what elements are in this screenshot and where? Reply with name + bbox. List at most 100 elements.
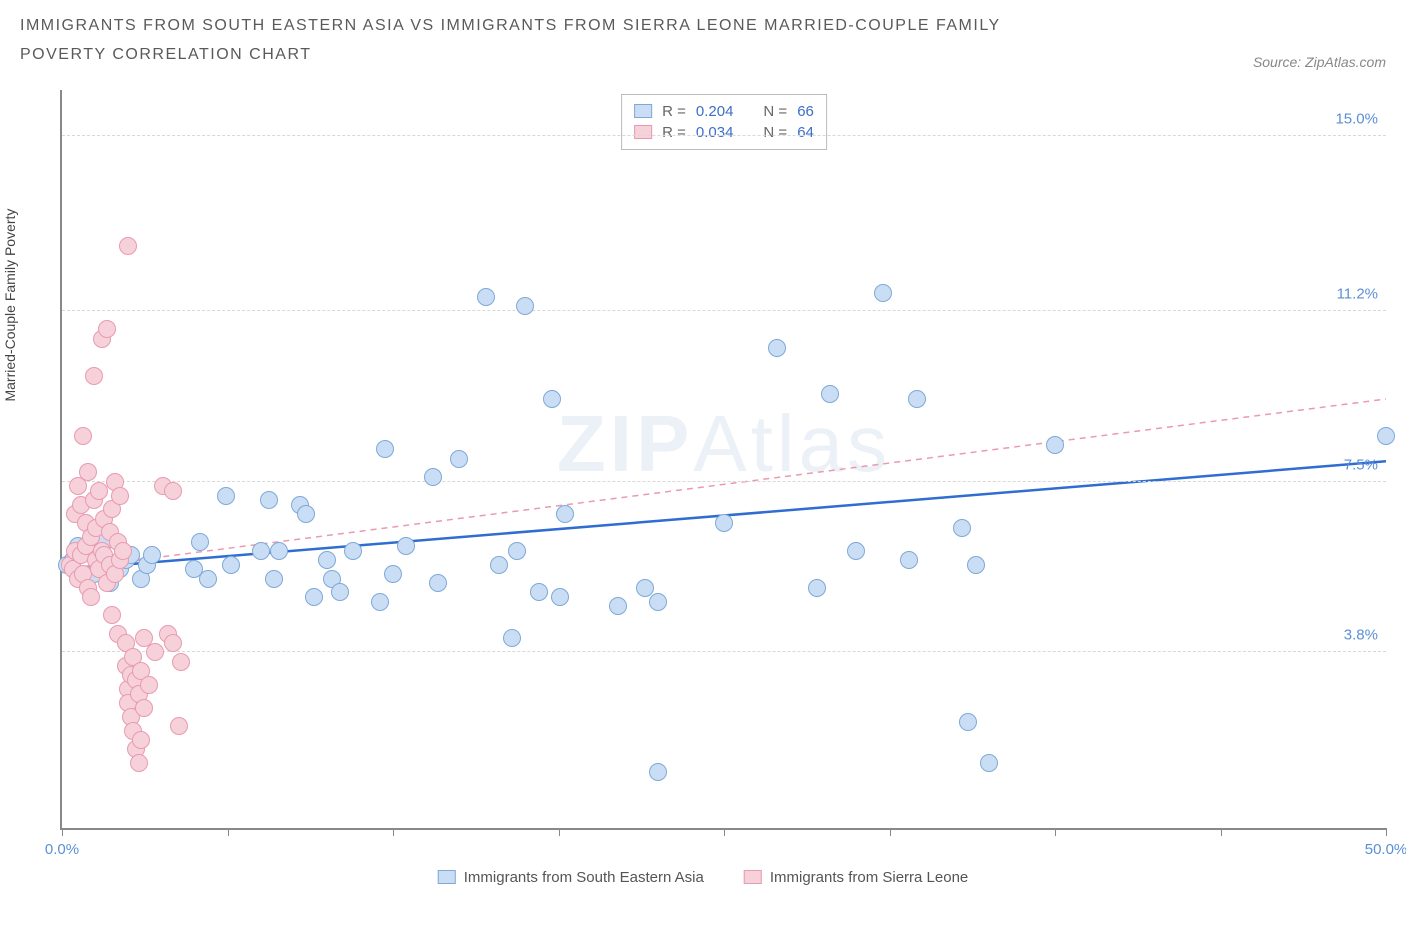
data-point-sea: [768, 339, 786, 357]
gridline-h: [62, 310, 1386, 311]
data-point-sea: [980, 754, 998, 772]
r-value: 0.204: [696, 103, 734, 120]
y-tick-label: 3.8%: [1344, 627, 1378, 644]
data-point-sea: [847, 542, 865, 560]
chart-title: IMMIGRANTS FROM SOUTH EASTERN ASIA VS IM…: [20, 12, 1020, 70]
data-point-sl: [130, 754, 148, 772]
x-tick: [724, 828, 725, 836]
data-point-sea: [900, 551, 918, 569]
data-point-sea: [318, 551, 336, 569]
legend-swatch: [744, 870, 762, 884]
data-point-sea: [429, 574, 447, 592]
data-point-sea: [543, 390, 561, 408]
trend-line-sl-dashed: [141, 399, 1386, 559]
data-point-sea: [715, 514, 733, 532]
data-point-sl: [119, 237, 137, 255]
data-point-sea: [424, 468, 442, 486]
watermark: ZIPAtlas: [557, 398, 891, 490]
data-point-sea: [305, 588, 323, 606]
data-point-sl: [79, 463, 97, 481]
data-point-sl: [164, 482, 182, 500]
y-tick-label: 15.0%: [1335, 110, 1378, 127]
data-point-sea: [477, 288, 495, 306]
legend-swatch: [634, 104, 652, 118]
legend-label: Immigrants from South Eastern Asia: [464, 869, 704, 886]
legend-item-sl: Immigrants from Sierra Leone: [744, 869, 968, 886]
data-point-sea: [808, 579, 826, 597]
data-point-sl: [114, 542, 132, 560]
data-point-sl: [98, 320, 116, 338]
y-tick-label: 11.2%: [1337, 286, 1378, 303]
x-tick: [1386, 828, 1387, 836]
data-point-sea: [508, 542, 526, 560]
x-tick: [1221, 828, 1222, 836]
data-point-sea: [344, 542, 362, 560]
data-point-sea: [1046, 436, 1064, 454]
stats-legend: R = 0.204 N = 66 R = 0.034 N = 64: [621, 94, 827, 150]
data-point-sea: [649, 593, 667, 611]
data-point-sea: [371, 593, 389, 611]
data-point-sea: [260, 491, 278, 509]
watermark-bold: ZIP: [557, 399, 693, 488]
source-attribution: Source: ZipAtlas.com: [1253, 54, 1386, 70]
data-point-sl: [90, 482, 108, 500]
n-label: N =: [763, 124, 787, 141]
y-tick-label: 7.5%: [1344, 456, 1378, 473]
data-point-sea: [516, 297, 534, 315]
data-point-sea: [217, 487, 235, 505]
data-point-sea: [490, 556, 508, 574]
data-point-sea: [649, 763, 667, 781]
data-point-sea: [551, 588, 569, 606]
n-value: 64: [797, 124, 814, 141]
data-point-sea: [222, 556, 240, 574]
stats-row-sea: R = 0.204 N = 66: [634, 101, 814, 122]
data-point-sl: [111, 487, 129, 505]
data-point-sl: [74, 427, 92, 445]
data-point-sea: [953, 519, 971, 537]
data-point-sl: [164, 634, 182, 652]
data-point-sl: [172, 653, 190, 671]
stats-row-sl: R = 0.034 N = 64: [634, 122, 814, 143]
data-point-sea: [331, 583, 349, 601]
data-point-sea: [530, 583, 548, 601]
r-label: R =: [662, 103, 686, 120]
data-point-sea: [199, 570, 217, 588]
data-point-sl: [82, 588, 100, 606]
source-prefix: Source:: [1253, 54, 1305, 70]
data-point-sl: [85, 367, 103, 385]
legend-swatch: [438, 870, 456, 884]
data-point-sea: [265, 570, 283, 588]
data-point-sea: [1377, 427, 1395, 445]
x-tick-label: 0.0%: [45, 841, 79, 858]
data-point-sl: [103, 606, 121, 624]
x-tick: [1055, 828, 1056, 836]
data-point-sea: [450, 450, 468, 468]
data-point-sea: [967, 556, 985, 574]
n-value: 66: [797, 103, 814, 120]
y-axis-label: Married-Couple Family Poverty: [2, 208, 18, 401]
r-value: 0.034: [696, 124, 734, 141]
data-point-sea: [143, 546, 161, 564]
data-point-sl: [132, 731, 150, 749]
data-point-sea: [297, 505, 315, 523]
legend-item-sea: Immigrants from South Eastern Asia: [438, 869, 704, 886]
data-point-sea: [191, 533, 209, 551]
chart-container: Married-Couple Family Poverty ZIPAtlas R…: [20, 90, 1386, 890]
data-point-sea: [821, 385, 839, 403]
data-point-sl: [146, 643, 164, 661]
data-point-sl: [140, 676, 158, 694]
x-tick: [393, 828, 394, 836]
watermark-thin: Atlas: [693, 399, 891, 488]
x-tick-label: 50.0%: [1365, 841, 1406, 858]
data-point-sea: [959, 713, 977, 731]
source-name: ZipAtlas.com: [1305, 54, 1386, 70]
x-tick: [228, 828, 229, 836]
gridline-h: [62, 481, 1386, 482]
data-point-sea: [908, 390, 926, 408]
n-label: N =: [763, 103, 787, 120]
data-point-sea: [376, 440, 394, 458]
r-label: R =: [662, 124, 686, 141]
data-point-sea: [270, 542, 288, 560]
x-tick: [890, 828, 891, 836]
legend-swatch: [634, 125, 652, 139]
